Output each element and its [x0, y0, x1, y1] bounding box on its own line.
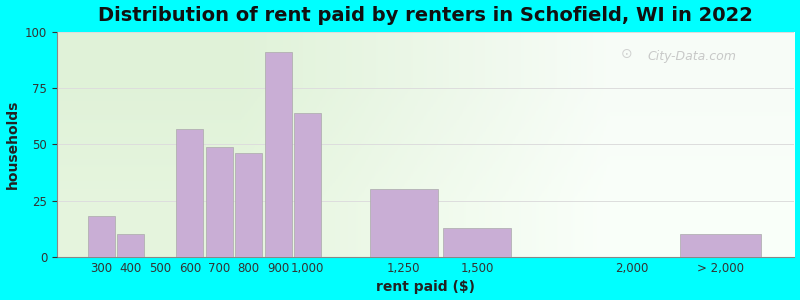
Y-axis label: households: households: [6, 100, 19, 189]
Bar: [443, 228, 511, 257]
Title: Distribution of rent paid by renters in Schofield, WI in 2022: Distribution of rent paid by renters in …: [98, 6, 754, 25]
Bar: [206, 147, 233, 257]
Bar: [370, 189, 438, 257]
X-axis label: rent paid ($): rent paid ($): [376, 280, 475, 294]
Bar: [294, 113, 322, 257]
Bar: [265, 52, 292, 257]
Text: ⊙: ⊙: [621, 47, 633, 61]
Text: City-Data.com: City-Data.com: [647, 50, 736, 63]
Bar: [680, 235, 762, 257]
Bar: [176, 129, 203, 257]
Bar: [235, 153, 262, 257]
Bar: [88, 217, 115, 257]
Bar: [118, 235, 144, 257]
